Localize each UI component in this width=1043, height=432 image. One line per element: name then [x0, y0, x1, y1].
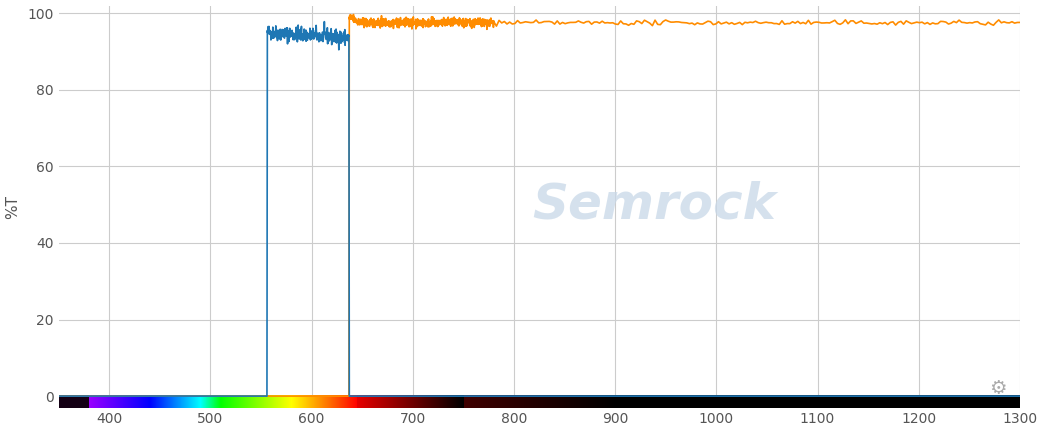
Text: Semrock: Semrock — [533, 181, 777, 229]
Text: ⚙: ⚙ — [989, 378, 1006, 397]
Y-axis label: %T: %T — [5, 194, 21, 219]
